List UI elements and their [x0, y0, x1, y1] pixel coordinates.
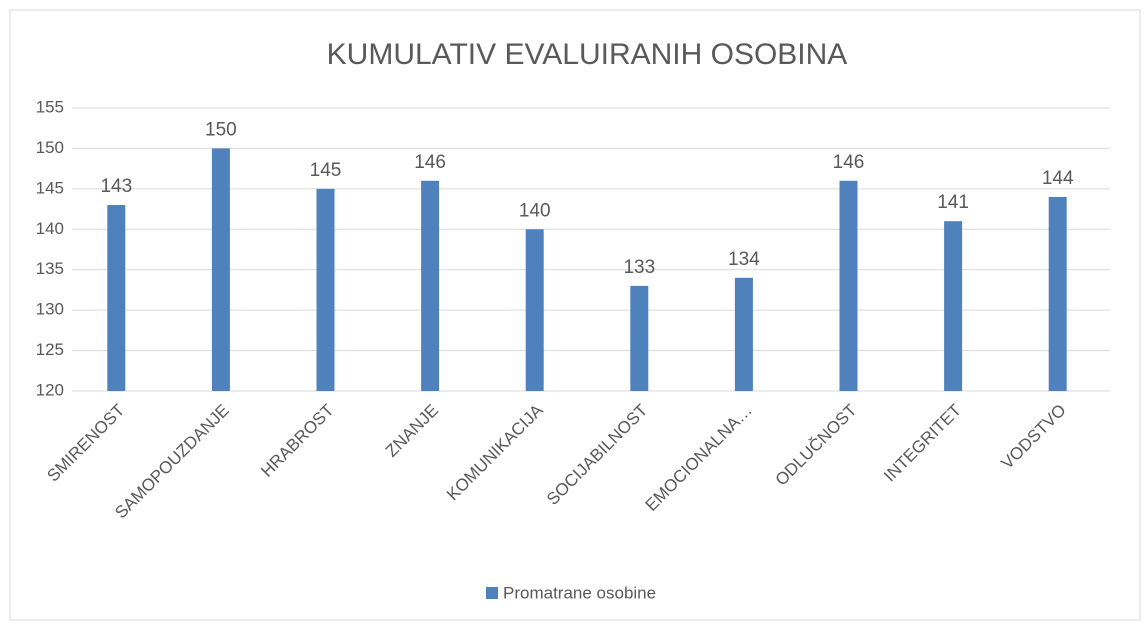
data-label: 143 [100, 176, 132, 197]
y-tick-label: 120 [36, 380, 64, 399]
data-label: 145 [310, 160, 342, 181]
data-label: 140 [519, 200, 551, 221]
y-tick-label: 125 [36, 340, 64, 359]
y-tick-label: 140 [36, 219, 64, 238]
y-tick-label: 150 [36, 138, 64, 157]
y-tick-label: 130 [36, 300, 64, 319]
data-label: 134 [728, 249, 760, 270]
data-label: 146 [833, 152, 865, 173]
bar [421, 180, 440, 391]
legend-swatch [486, 587, 498, 599]
y-tick-label: 135 [36, 259, 64, 278]
bar [944, 221, 963, 391]
legend-label: Promatrane osobine [503, 583, 656, 602]
bar [107, 205, 126, 391]
bar [630, 285, 649, 391]
y-tick-label: 155 [36, 97, 64, 116]
bar [734, 277, 753, 391]
bar [316, 188, 335, 391]
data-label: 146 [414, 152, 446, 173]
data-label: 150 [205, 119, 237, 140]
bar [1048, 196, 1067, 391]
bar [839, 180, 858, 391]
data-label: 144 [1042, 168, 1074, 189]
data-label: 133 [623, 257, 655, 278]
chart-border [9, 9, 1141, 621]
y-tick-label: 145 [36, 178, 64, 197]
data-label: 141 [937, 192, 969, 213]
bar [525, 229, 544, 391]
chart-title: KUMULATIV EVALUIRANIH OSOBINA [327, 38, 848, 71]
bar [211, 148, 230, 391]
